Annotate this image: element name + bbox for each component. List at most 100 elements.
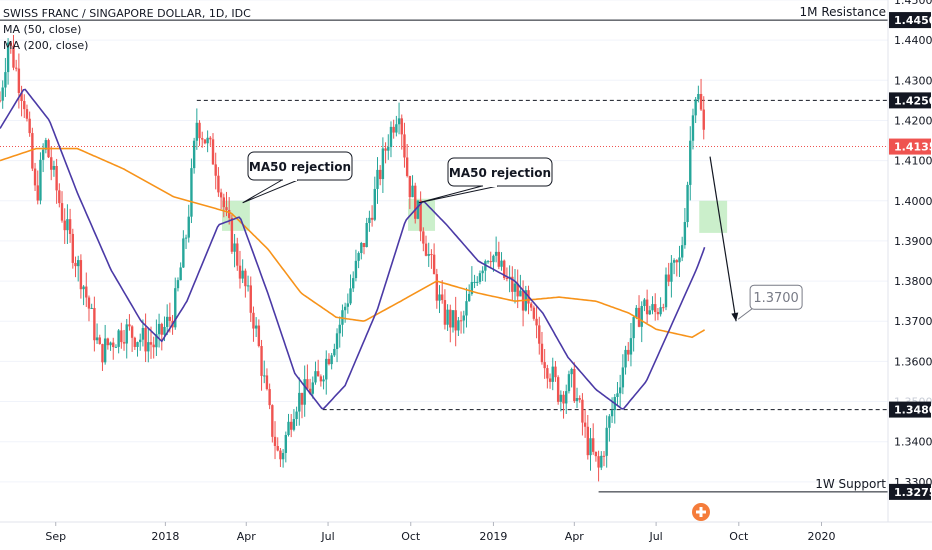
ma200-legend: MA (200, close) bbox=[3, 39, 89, 52]
candle-body bbox=[295, 411, 298, 420]
time-tick-label: 2018 bbox=[151, 530, 179, 543]
candle-body bbox=[147, 342, 150, 352]
current-price-tag[interactable] bbox=[889, 138, 931, 155]
candle-body bbox=[230, 217, 234, 252]
callout-box[interactable] bbox=[447, 157, 553, 187]
candle-body bbox=[562, 394, 565, 404]
candle-body bbox=[494, 251, 498, 256]
candle-body bbox=[114, 346, 118, 348]
price-tick-label: 1.4400 bbox=[894, 34, 932, 47]
candle-body bbox=[36, 185, 39, 201]
candle-body bbox=[654, 304, 657, 312]
ma200-series bbox=[0, 147, 706, 339]
time-axis[interactable]: Sep 2018 Apr Jul Oct 2019 Apr Jul Oct 2020 bbox=[0, 521, 932, 543]
candle-body bbox=[71, 233, 75, 263]
candle-body bbox=[39, 159, 42, 201]
candle-body bbox=[532, 307, 536, 319]
symbol-title: SWISS FRANC / SINGAPORE DOLLAR, 1D, IDC bbox=[3, 7, 251, 20]
candle-body bbox=[244, 270, 247, 287]
candle-body bbox=[643, 299, 646, 307]
candle-body bbox=[470, 282, 474, 294]
candle-body bbox=[130, 326, 134, 338]
level-price-tag-label: 1.3275 bbox=[894, 486, 932, 499]
candle-body bbox=[346, 303, 350, 307]
candle-body bbox=[378, 169, 382, 180]
candle-body bbox=[120, 330, 123, 343]
candle-body bbox=[85, 286, 88, 298]
candle-body bbox=[206, 137, 209, 144]
candle-body bbox=[467, 293, 471, 302]
candle-body bbox=[109, 342, 112, 346]
candle-body bbox=[87, 297, 91, 309]
candlestick-series bbox=[0, 34, 705, 482]
candle-body bbox=[403, 134, 406, 158]
candle-body bbox=[327, 358, 331, 365]
candle-body bbox=[438, 294, 441, 301]
level-price-tag[interactable] bbox=[889, 12, 931, 29]
projection-label-box[interactable] bbox=[749, 284, 803, 310]
candle-body bbox=[217, 175, 220, 193]
level-price-tag[interactable] bbox=[889, 401, 931, 418]
candle-body bbox=[157, 323, 161, 335]
candle-body bbox=[343, 306, 347, 311]
candle-body bbox=[457, 320, 460, 331]
candle-body bbox=[17, 68, 21, 93]
candle-body bbox=[90, 307, 93, 309]
price-tick-label: 1.3900 bbox=[894, 235, 932, 248]
candle-body bbox=[133, 337, 137, 347]
level-price-tag-label: 1.3480 bbox=[894, 404, 932, 417]
candle-body bbox=[1, 87, 4, 101]
price-tick-label: 1.4100 bbox=[894, 155, 932, 168]
candle-body bbox=[25, 109, 29, 119]
level-annotation: 1M Resistance bbox=[800, 5, 886, 19]
level-price-tag[interactable] bbox=[889, 92, 931, 109]
candle-body bbox=[516, 283, 519, 297]
callouts[interactable]: MA50 rejection MA50 rejection bbox=[242, 151, 553, 204]
projection[interactable]: 1.3700 bbox=[709, 156, 803, 322]
candle-body bbox=[279, 450, 282, 460]
candle-body bbox=[556, 377, 560, 402]
candle-body bbox=[529, 303, 533, 308]
callout-box[interactable] bbox=[247, 151, 353, 181]
candle-body bbox=[149, 342, 153, 345]
candle-body bbox=[481, 270, 484, 274]
callout-label: MA50 rejection bbox=[249, 160, 351, 174]
ma200-line bbox=[0, 147, 706, 339]
price-axis-bg bbox=[888, 0, 932, 550]
candle-body bbox=[360, 242, 363, 254]
candle-body bbox=[271, 405, 274, 437]
price-axis[interactable]: 1.4500 1.4400 1.4300 1.4200 1.4100 1.4000 1.39… bbox=[887, 0, 932, 550]
candle-body bbox=[651, 304, 654, 311]
candle-body bbox=[152, 344, 155, 348]
candle-body bbox=[405, 157, 409, 176]
candle-body bbox=[122, 342, 126, 344]
price-tick-label: 1.3400 bbox=[894, 436, 932, 449]
price-tick-label: 1.4000 bbox=[894, 195, 932, 208]
candle-body bbox=[222, 197, 225, 208]
candle-body bbox=[535, 318, 538, 326]
candle-body bbox=[519, 290, 522, 297]
candle-body bbox=[699, 93, 703, 110]
candle-body bbox=[184, 237, 188, 239]
level-price-tag[interactable] bbox=[889, 483, 931, 500]
candle-body bbox=[616, 393, 619, 397]
candle-body bbox=[670, 262, 673, 282]
candle-body bbox=[227, 209, 231, 218]
time-tick-label: Jul bbox=[320, 530, 334, 543]
candle-body bbox=[381, 148, 385, 180]
horizontal-levels[interactable]: 1M Resistance 1W Support bbox=[0, 5, 888, 493]
candle-body bbox=[68, 219, 72, 234]
price-tick-label: 1.4300 bbox=[894, 74, 932, 87]
candle-body bbox=[155, 334, 158, 348]
candle-body bbox=[276, 445, 279, 451]
candle-body bbox=[190, 168, 193, 217]
candle-body bbox=[319, 376, 323, 382]
price-tick-label: 1.3800 bbox=[894, 275, 932, 288]
candle-body bbox=[76, 260, 80, 267]
candle-body bbox=[538, 325, 541, 344]
candle-body bbox=[141, 327, 145, 340]
candle-body bbox=[686, 184, 689, 223]
candle-body bbox=[163, 326, 166, 335]
candle-body bbox=[260, 346, 263, 376]
